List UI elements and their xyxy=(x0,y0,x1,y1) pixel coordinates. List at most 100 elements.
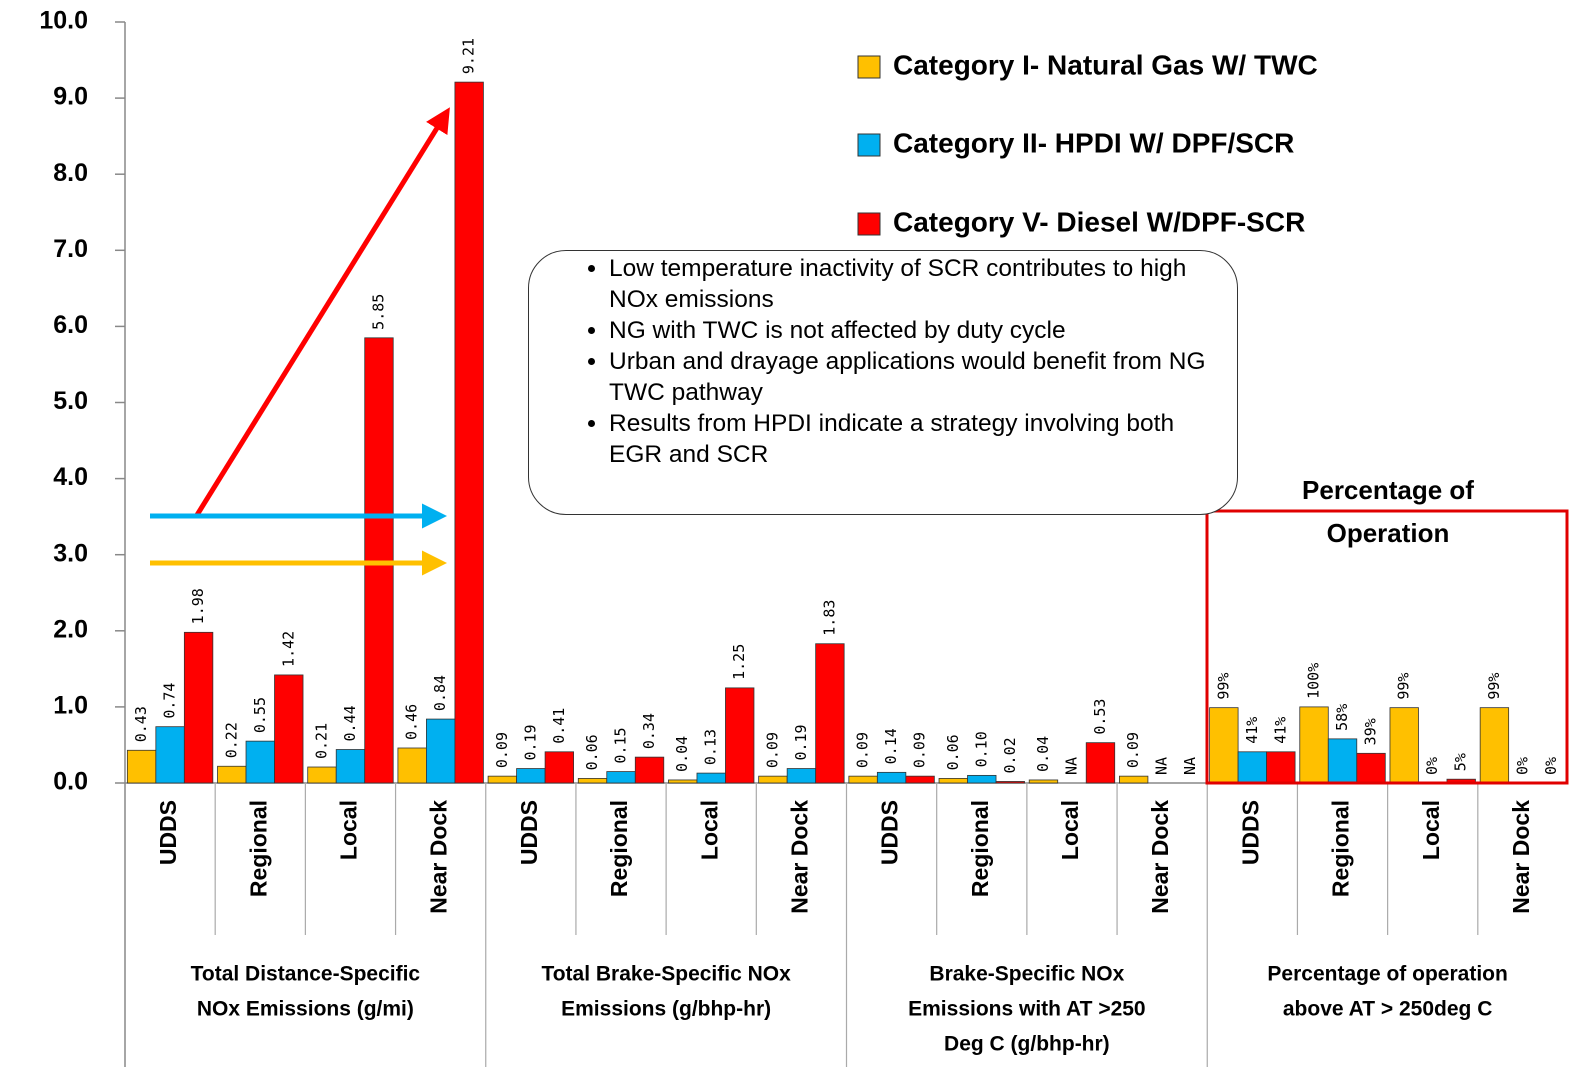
note: Urban and drayage applications would ben… xyxy=(609,346,1219,408)
bar xyxy=(815,643,845,784)
value-label: 99% xyxy=(1214,673,1232,700)
bar xyxy=(126,749,157,784)
value-label: 0.21 xyxy=(312,723,330,759)
bar xyxy=(454,81,484,784)
group-label: Percentage of operation xyxy=(1267,963,1507,986)
bar xyxy=(634,756,665,784)
value-label: 0.09 xyxy=(493,732,511,768)
value-label: 0.19 xyxy=(521,724,539,760)
bar xyxy=(758,775,788,784)
bar xyxy=(183,631,214,784)
note: Low temperature inactivity of SCR contri… xyxy=(609,253,1219,315)
y-tick-label: 10.0 xyxy=(39,7,88,35)
note: NG with TWC is not affected by duty cycl… xyxy=(609,315,1219,346)
bar xyxy=(938,778,968,784)
value-label: 0% xyxy=(1423,757,1441,775)
y-tick-label: 9.0 xyxy=(53,83,88,111)
value-label: 0.43 xyxy=(132,706,150,742)
bar xyxy=(786,768,817,784)
x-tick-label: Near Dock xyxy=(786,800,812,914)
bar xyxy=(1356,752,1386,784)
value-label: 5.85 xyxy=(369,294,387,330)
bar xyxy=(335,749,366,784)
value-label: 0.74 xyxy=(161,683,179,719)
y-tick-label: 0.0 xyxy=(53,768,88,796)
value-label: 99% xyxy=(1485,673,1503,700)
value-label: 1.98 xyxy=(189,588,207,624)
bar xyxy=(307,766,337,784)
plot: 0.0 1.0 2.0 3.0 4.0 5.0 6.0 7.0 8.0 9.0 10.0 UDDS Re… xyxy=(39,7,1568,1067)
bar xyxy=(995,781,1025,784)
bar xyxy=(1266,751,1296,784)
x-tick-label: Regional xyxy=(1328,800,1354,897)
note-box: Low temperature inactivity of SCR contri… xyxy=(528,250,1238,515)
value-label: 0.13 xyxy=(702,729,720,765)
bar xyxy=(1237,751,1267,784)
legend-swatch xyxy=(857,212,881,236)
bar xyxy=(397,747,427,784)
value-label: NA xyxy=(1181,757,1199,775)
value-label: 0.06 xyxy=(944,734,962,770)
x-tick-label: Near Dock xyxy=(1147,800,1173,914)
value-label: 41% xyxy=(1243,717,1261,744)
bar xyxy=(1389,707,1419,784)
bar xyxy=(876,771,907,784)
value-label: 0.46 xyxy=(403,704,421,740)
note-list: Low temperature inactivity of SCR contri… xyxy=(529,253,1219,470)
value-label: 0.09 xyxy=(763,732,781,768)
legend-label: Category I- Natural Gas W/ TWC xyxy=(893,49,1318,80)
value-label: 99% xyxy=(1395,673,1413,700)
legend-label: Category V- Diesel W/DPF-SCR xyxy=(893,206,1305,237)
bar xyxy=(364,337,394,784)
value-label: 0.53 xyxy=(1091,699,1109,735)
bar xyxy=(544,751,574,784)
value-label: 5% xyxy=(1452,753,1470,771)
value-label: 0% xyxy=(1513,757,1531,775)
highlight-box xyxy=(1205,509,1569,785)
highlight-label: Operation xyxy=(1327,518,1450,548)
value-label: 0.14 xyxy=(882,728,900,764)
bar xyxy=(516,768,546,784)
bar xyxy=(905,775,935,784)
x-tick-label: Regional xyxy=(245,800,271,897)
x-tick-label: UDDS xyxy=(877,800,903,865)
y-tick-label: 7.0 xyxy=(53,235,88,263)
value-label: 39% xyxy=(1362,718,1380,745)
value-label: 58% xyxy=(1333,704,1351,731)
value-label: 100% xyxy=(1305,663,1323,699)
bar xyxy=(668,779,698,784)
bar xyxy=(217,765,247,784)
group-label: Total Distance-Specific xyxy=(191,963,421,986)
y-tick-label: 8.0 xyxy=(53,159,88,187)
x-tick-label: UDDS xyxy=(155,800,181,865)
y-tick-label: 6.0 xyxy=(53,311,88,339)
group-label: Brake-Specific NOx xyxy=(929,963,1124,986)
x-tick-label: Local xyxy=(696,800,722,860)
legend-swatch xyxy=(857,133,881,157)
x-tick-label: Regional xyxy=(606,800,632,897)
value-label: 0.55 xyxy=(251,697,269,733)
value-label: 0.09 xyxy=(1124,732,1142,768)
value-label: 0.22 xyxy=(222,722,240,758)
x-tick-label: Near Dock xyxy=(1508,800,1534,914)
value-label: NA xyxy=(1153,757,1171,775)
value-label: 0.10 xyxy=(972,731,990,767)
x-tick-label: Regional xyxy=(967,800,993,897)
value-label: 0.09 xyxy=(911,732,929,768)
bar xyxy=(725,687,755,784)
bar xyxy=(848,775,878,784)
bar xyxy=(967,774,997,784)
x-tick-label: Local xyxy=(1418,800,1444,860)
bar xyxy=(1327,738,1358,784)
value-label: 0.34 xyxy=(640,713,658,749)
bar xyxy=(426,718,456,784)
value-label: 0.04 xyxy=(1034,736,1052,772)
value-label: 0.02 xyxy=(1001,737,1019,773)
value-label: 0.84 xyxy=(431,675,449,711)
y-tick-label: 5.0 xyxy=(53,387,88,415)
value-label: 0% xyxy=(1542,757,1560,775)
bar xyxy=(1299,706,1329,784)
value-label: 1.83 xyxy=(820,600,838,636)
value-label: 0.44 xyxy=(341,705,359,741)
group-label: above AT > 250deg C xyxy=(1283,998,1493,1021)
